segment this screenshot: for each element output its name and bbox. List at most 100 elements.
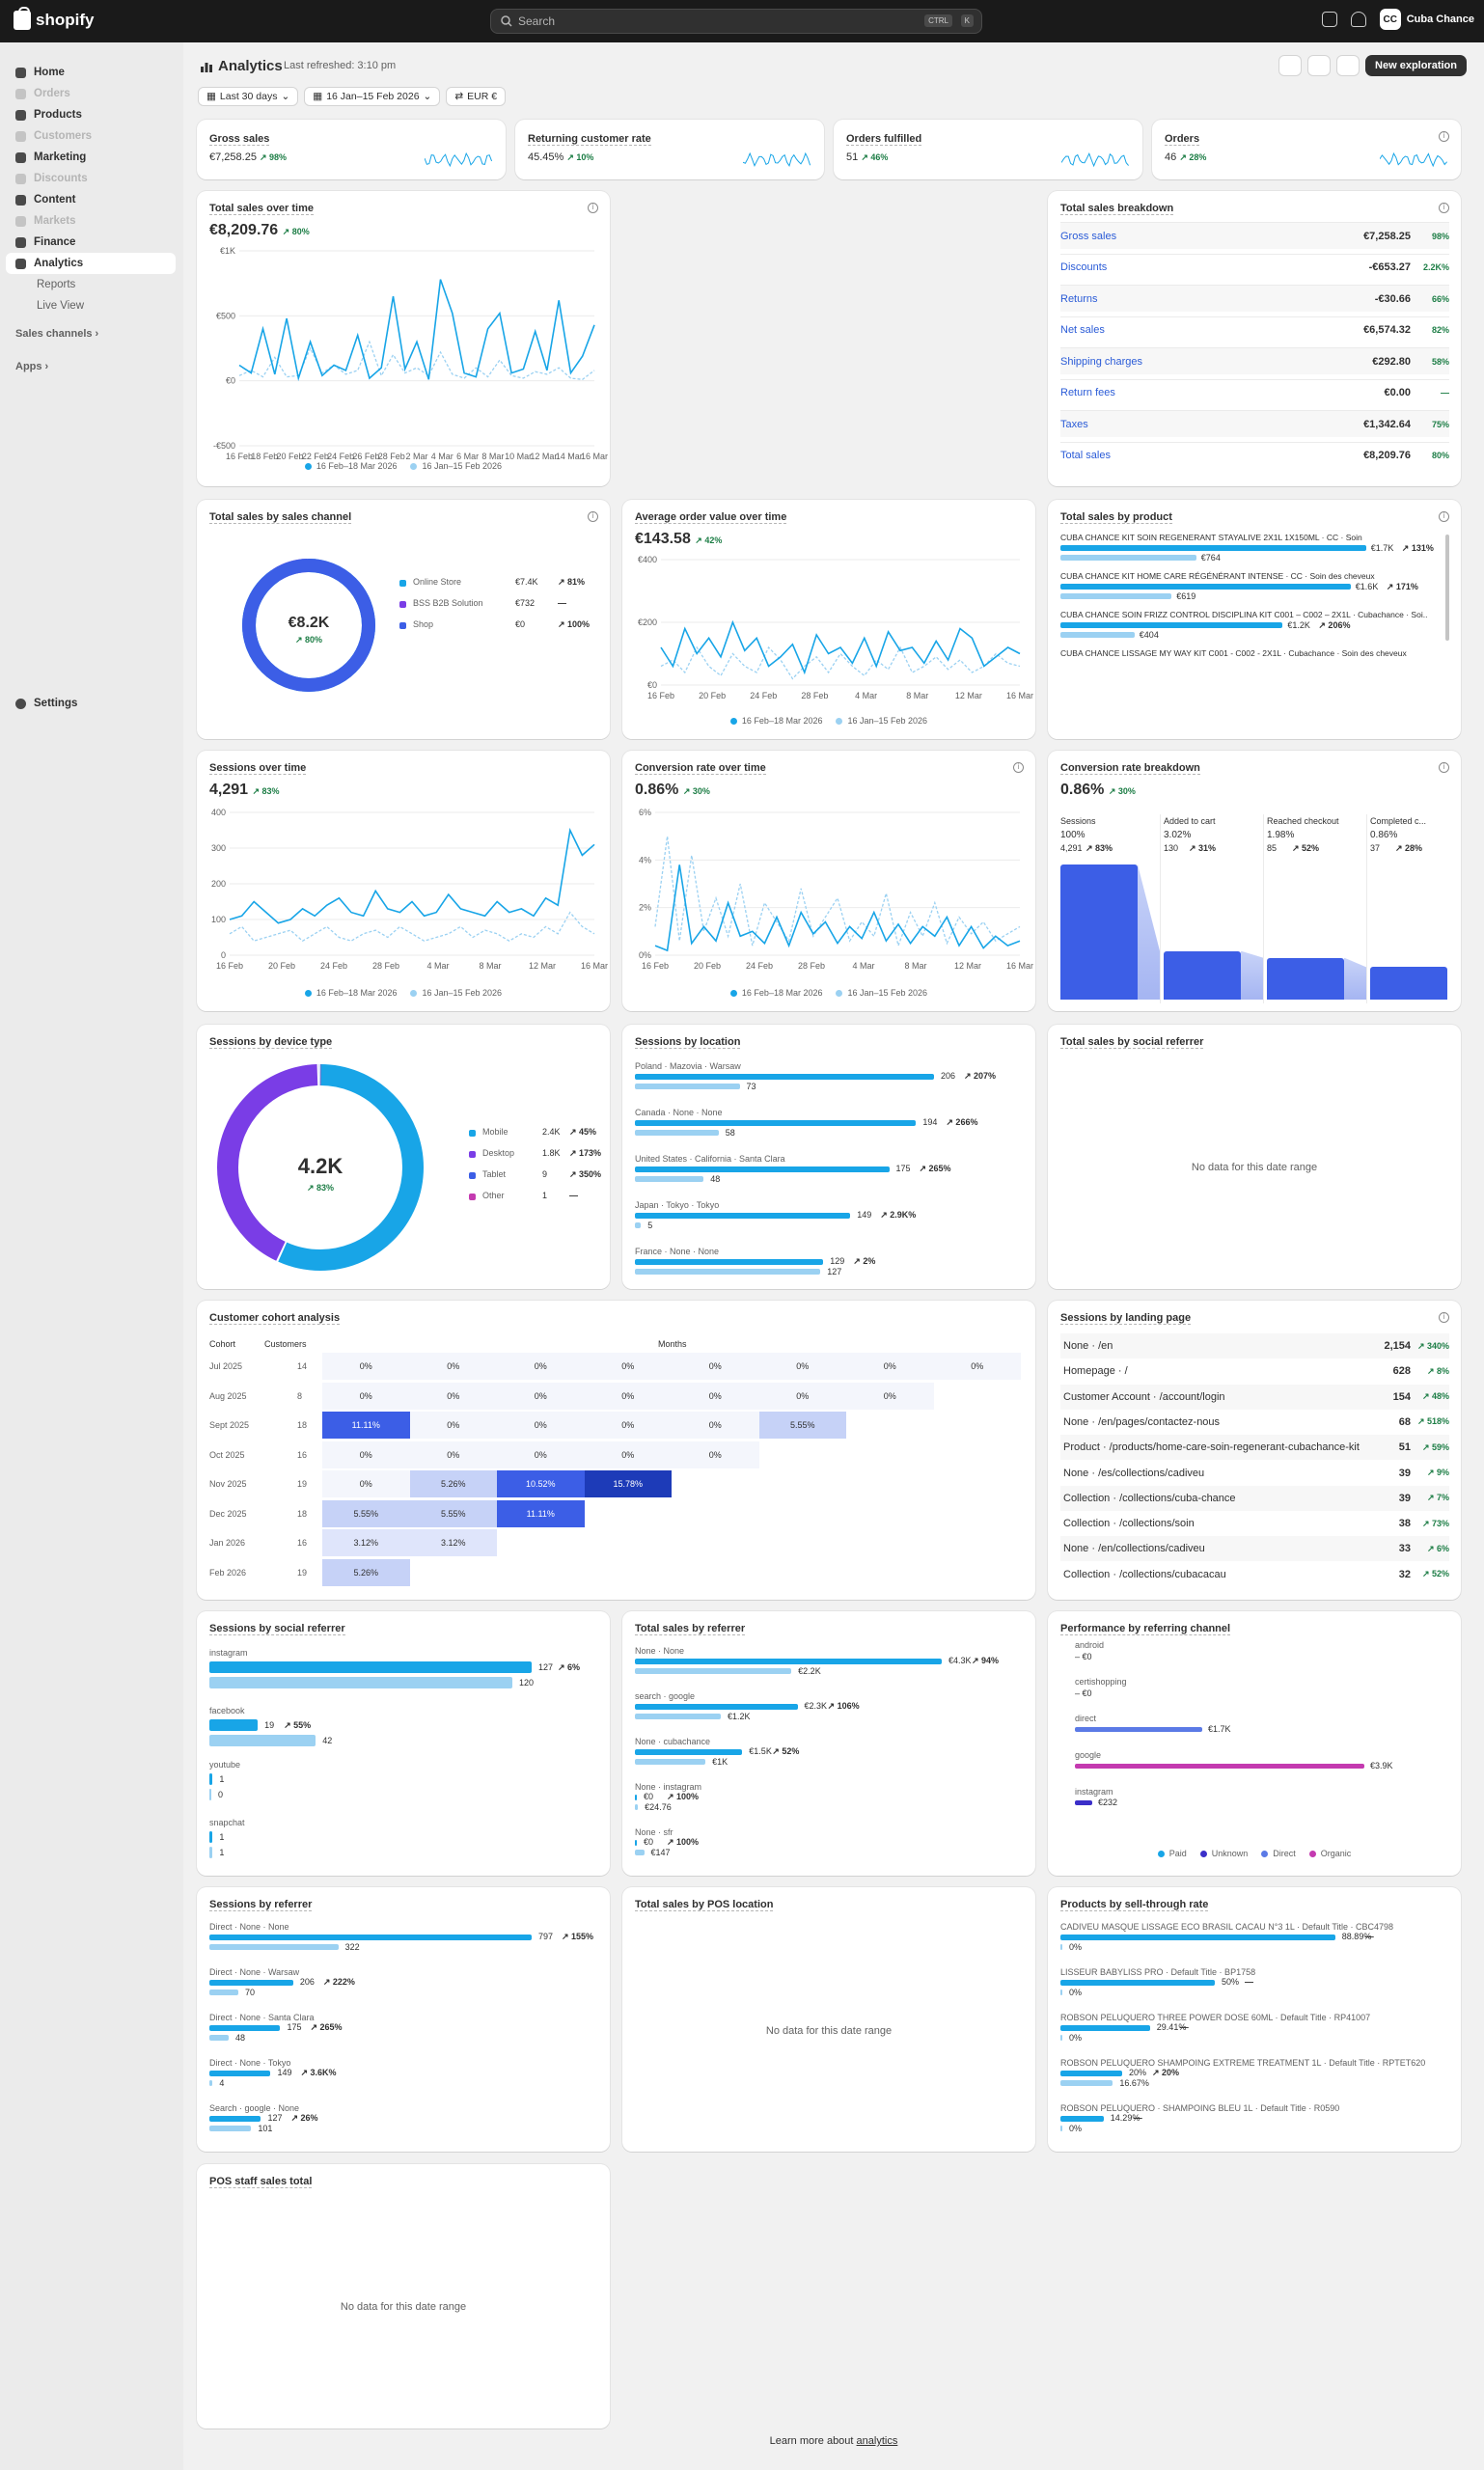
breakdown-label[interactable]: Net sales (1060, 324, 1105, 336)
cohort-cell[interactable]: 0% (672, 1412, 759, 1439)
current-bar[interactable] (635, 1213, 851, 1219)
nav-item-content[interactable]: Content (6, 189, 176, 210)
channel-bar[interactable] (1075, 1764, 1364, 1769)
current-bar[interactable] (1060, 2025, 1150, 2031)
cohort-cell[interactable]: 0% (846, 1382, 934, 1410)
cohort-cell[interactable]: 11.11% (322, 1412, 410, 1439)
cohort-cell[interactable]: 0% (933, 1353, 1021, 1380)
product-label[interactable]: CUBA CHANCE KIT HOME CARE RÉGÉNÉRANT INT… (1060, 571, 1375, 581)
analytics-learn-more-link[interactable]: analytics (856, 2435, 898, 2447)
previous-bar[interactable] (635, 1176, 704, 1182)
cohort-cell[interactable]: 0% (322, 1470, 410, 1497)
card-title[interactable]: Performance by referring channel (1060, 1623, 1231, 1635)
kpi-card[interactable]: Orders fulfilled 51 ↗ 46% (834, 120, 1142, 179)
apps-link[interactable]: Apps › (15, 361, 49, 372)
cohort-cell[interactable]: 5.55% (409, 1499, 497, 1527)
current-bar[interactable] (209, 1935, 532, 1940)
current-bar[interactable] (635, 1840, 637, 1846)
cohort-cell[interactable]: 0% (584, 1382, 672, 1410)
current-bar[interactable] (209, 2025, 281, 2031)
cohort-cell[interactable]: 0% (672, 1353, 759, 1380)
previous-bar[interactable] (1060, 1944, 1062, 1950)
previous-bar[interactable] (635, 1130, 719, 1136)
info-icon[interactable]: i (1439, 131, 1449, 142)
funnel-bar[interactable] (1060, 864, 1138, 1000)
breakdown-row[interactable]: Total sales €8,209.76 80% (1060, 441, 1449, 469)
cohort-cell[interactable]: 3.12% (409, 1529, 497, 1556)
current-bar[interactable] (209, 2116, 261, 2122)
current-bar[interactable] (209, 1980, 293, 1986)
card-title[interactable]: Total sales breakdown (1060, 203, 1174, 215)
channel-bar[interactable] (1075, 1727, 1202, 1732)
info-icon[interactable]: i (588, 203, 598, 213)
landing-row[interactable]: None · /en 2,154 ↗ 340% (1060, 1333, 1449, 1358)
info-icon[interactable]: i (588, 511, 598, 522)
settings-link[interactable]: Settings (6, 693, 176, 714)
previous-bar[interactable] (635, 1759, 706, 1765)
previous-bar[interactable] (209, 1990, 239, 1995)
current-bar[interactable] (635, 1749, 743, 1755)
product-label[interactable]: CUBA CHANCE LISSAGE MY WAY KIT C001 - C0… (1060, 648, 1407, 658)
cohort-cell[interactable]: 0% (758, 1353, 846, 1380)
landing-row[interactable]: Collection · /collections/soin 38 ↗ 73% (1060, 1511, 1449, 1536)
breakdown-label[interactable]: Return fees (1060, 387, 1115, 398)
bell-icon[interactable] (1350, 12, 1366, 27)
nav-item-reports[interactable]: Reports (6, 274, 176, 295)
current-bar[interactable] (209, 1661, 532, 1673)
warning-icon[interactable]: i (1439, 1312, 1449, 1323)
nav-item-customers[interactable]: Customers (6, 125, 176, 147)
card-title[interactable]: Sessions by location (635, 1036, 741, 1049)
card-title[interactable]: Total sales by social referrer (1060, 1036, 1204, 1049)
landing-row[interactable]: Collection · /collections/cuba-chance 39 ↗… (1060, 1485, 1449, 1511)
card-title[interactable]: Total sales by sales channel (209, 511, 352, 524)
previous-bar[interactable] (635, 1084, 740, 1089)
nav-item-home[interactable]: Home (6, 62, 176, 83)
breakdown-label[interactable]: Shipping charges (1060, 355, 1143, 368)
cohort-cell[interactable]: 0% (497, 1441, 585, 1468)
card-title[interactable]: Total sales by referrer (635, 1623, 746, 1635)
breakdown-row[interactable]: Net sales €6,574.32 82% (1060, 316, 1449, 343)
cohort-cell[interactable]: 0% (497, 1382, 585, 1410)
breakdown-row[interactable]: Taxes €1,342.64 75% (1060, 410, 1449, 437)
current-bar[interactable] (209, 2071, 271, 2076)
current-bar[interactable] (635, 1074, 934, 1080)
previous-bar[interactable] (209, 1677, 512, 1688)
shopify-logo[interactable]: shopify (14, 7, 94, 30)
current-bar[interactable] (635, 1166, 890, 1172)
previous-bar[interactable] (209, 2126, 252, 2131)
card-title[interactable]: Conversion rate breakdown (1060, 762, 1200, 775)
previous-bar[interactable] (635, 1222, 642, 1228)
cohort-cell[interactable]: 0% (322, 1353, 410, 1380)
previous-bar[interactable] (635, 1714, 722, 1719)
kpi-card[interactable]: Gross sales €7,258.25 ↗ 98% (197, 120, 506, 179)
current-bar[interactable] (1060, 545, 1366, 551)
donut-slice[interactable] (217, 1064, 424, 1271)
previous-bar[interactable] (635, 1804, 639, 1810)
cohort-cell[interactable]: 0% (584, 1441, 672, 1468)
cohort-cell[interactable]: 0% (672, 1382, 759, 1410)
previous-bar[interactable] (209, 2080, 213, 2086)
cohort-cell[interactable]: 5.26% (322, 1558, 410, 1586)
current-bar[interactable] (1060, 1935, 1335, 1940)
breakdown-row[interactable]: Shipping charges €292.80 58% (1060, 347, 1449, 374)
breakdown-row[interactable]: Return fees €0.00 — (1060, 378, 1449, 406)
nav-item-finance[interactable]: Finance (6, 232, 176, 253)
nav-item-analytics[interactable]: Analytics (6, 253, 176, 274)
search-input[interactable]: Search CTRL K (490, 9, 982, 34)
refresh-button[interactable] (1278, 55, 1303, 76)
nav-item-orders[interactable]: Orders (6, 83, 176, 104)
cohort-cell[interactable]: 0% (846, 1353, 934, 1380)
previous-bar[interactable] (1060, 2035, 1062, 2041)
landing-row[interactable]: Homepage · / 628 ↗ 8% (1060, 1358, 1449, 1384)
breakdown-row[interactable]: Gross sales €7,258.25 98% (1060, 222, 1449, 249)
cohort-cell[interactable]: 3.12% (322, 1529, 410, 1556)
funnel-bar[interactable] (1370, 967, 1447, 1000)
landing-row[interactable]: Collection · /collections/cubacacau 32 ↗ 5… (1060, 1562, 1449, 1587)
nav-item-marketing[interactable]: Marketing (6, 147, 176, 168)
card-title[interactable]: Customer cohort analysis (209, 1312, 341, 1325)
product-label[interactable]: CUBA CHANCE SOIN FRIZZ CONTROL DISCIPLIN… (1060, 610, 1427, 619)
cohort-cell[interactable]: 0% (584, 1353, 672, 1380)
cohort-cell[interactable]: 0% (758, 1382, 846, 1410)
card-title[interactable]: Total sales by POS location (635, 1899, 774, 1911)
cohort-cell[interactable]: 0% (409, 1441, 497, 1468)
